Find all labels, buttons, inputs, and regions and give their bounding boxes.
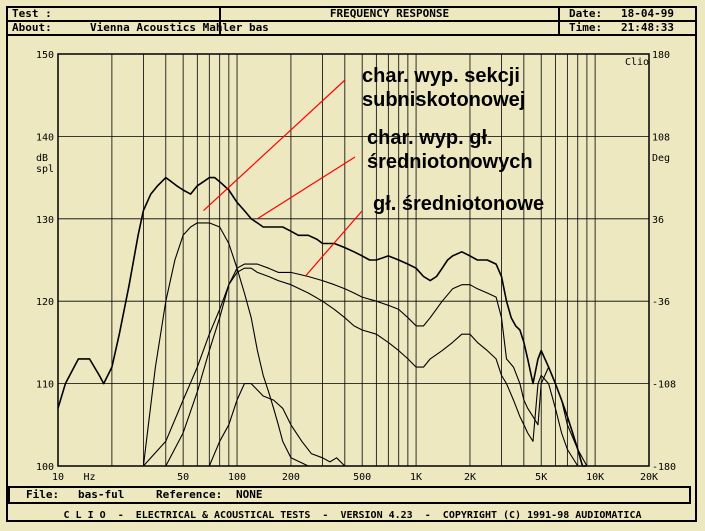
plot-area bbox=[57, 53, 650, 467]
x-tick-label: 200 bbox=[282, 472, 300, 483]
x-tick-label: 10K bbox=[586, 472, 604, 483]
reference-label: Reference: bbox=[156, 488, 223, 501]
annotation-pointer bbox=[257, 156, 356, 220]
x-tick-label: 1K bbox=[410, 472, 422, 483]
x-tick-label: 50 bbox=[177, 472, 189, 483]
y-tick-label: 140 bbox=[36, 132, 54, 143]
y2-tick-label: -36 bbox=[652, 297, 670, 308]
x-tick-label: 10 bbox=[52, 472, 64, 483]
brand-label: Clio bbox=[625, 57, 649, 68]
y2-tick-label: 180 bbox=[652, 50, 670, 61]
x-unit-label: Hz bbox=[84, 472, 96, 483]
file-value: bas-ful bbox=[78, 488, 125, 501]
annotation-text: subniskotonowej bbox=[362, 89, 525, 111]
y2-tick-label: 36 bbox=[652, 215, 664, 226]
y2-axis-label: Deg bbox=[652, 153, 670, 164]
annotation-pointer bbox=[203, 79, 346, 212]
x-tick-label: 100 bbox=[228, 472, 246, 483]
page-title: FREQUENCY RESPONSE bbox=[329, 7, 450, 20]
x-tick-label: 5K bbox=[535, 472, 547, 483]
y2-tick-label: 108 bbox=[652, 132, 670, 143]
file-label: File: bbox=[26, 488, 60, 501]
copyright-banner: C L I O - ELECTRICAL & ACOUSTICAL TESTS … bbox=[63, 510, 642, 521]
date-value: 18-04-99 bbox=[621, 7, 674, 20]
y2-tick-label: -108 bbox=[652, 380, 676, 391]
x-tick-label: 500 bbox=[353, 472, 371, 483]
time-value: 21:48:33 bbox=[621, 21, 674, 34]
x-tick-label: 2K bbox=[464, 472, 476, 483]
time-label: Time: bbox=[569, 21, 603, 34]
reference-value: NONE bbox=[236, 488, 263, 501]
y-tick-label: 110 bbox=[36, 380, 54, 391]
about-value: Vienna Acoustics Mahler bas bbox=[90, 21, 269, 34]
y-axis-label: spl bbox=[36, 164, 54, 175]
y-tick-label: 130 bbox=[36, 215, 54, 226]
test-label: Test : bbox=[12, 7, 52, 20]
annotation-text: char. wyp. gł. bbox=[367, 127, 493, 149]
about-label: About: bbox=[12, 21, 52, 34]
annotation-text: średniotonowych bbox=[367, 151, 533, 173]
y2-tick-label: -180 bbox=[652, 462, 676, 473]
annotation-text: gł. średniotonowe bbox=[373, 193, 544, 215]
y-tick-label: 120 bbox=[36, 297, 54, 308]
series-line-4 bbox=[142, 267, 587, 467]
x-tick-label: 20K bbox=[640, 472, 658, 483]
y-axis-label: dB bbox=[36, 153, 48, 164]
y-tick-label: 100 bbox=[36, 462, 54, 473]
series-line-5 bbox=[208, 383, 346, 467]
file-info-box bbox=[8, 486, 691, 504]
annotation-text: char. wyp. sekcji bbox=[362, 65, 520, 87]
series-line-1 bbox=[57, 176, 587, 467]
date-label: Date: bbox=[569, 7, 603, 20]
y-tick-label: 150 bbox=[36, 50, 54, 61]
header-divider bbox=[6, 20, 697, 22]
series-line-3 bbox=[165, 263, 588, 467]
annotation-pointer bbox=[304, 210, 363, 277]
